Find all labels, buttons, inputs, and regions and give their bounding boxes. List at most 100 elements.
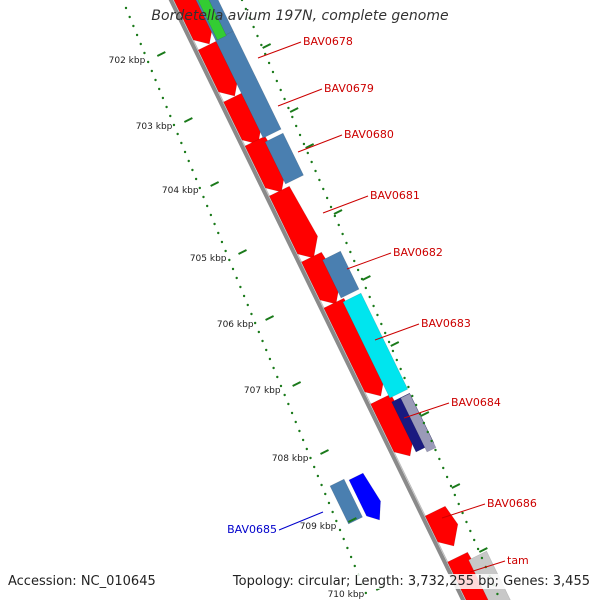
inner-scale-dot [191, 168, 194, 172]
scale-major-tick [183, 117, 193, 123]
scale-label: 704 kbp [162, 186, 199, 196]
outer-scale-dot [252, 25, 255, 29]
outer-scale-dot [438, 457, 441, 461]
inner-scale-dot [143, 51, 146, 55]
outer-scale-dot [283, 97, 286, 101]
inner-scale-dot [158, 87, 161, 91]
outer-scale-dot [329, 205, 333, 209]
outer-scale-dot [449, 484, 453, 488]
outer-scale-dot [267, 61, 271, 65]
outer-major-tick [289, 107, 299, 113]
gene-steelblue-2 [214, 30, 282, 139]
inner-scale-dot [180, 141, 183, 145]
inner-scale-dot [231, 267, 235, 271]
outer-major-tick [262, 43, 272, 49]
outer-scale-dot [411, 394, 414, 398]
inner-scale-dot [139, 42, 142, 46]
inner-scale-dot [353, 564, 356, 568]
inner-scale-dot [224, 249, 227, 253]
outer-scale-dot [364, 286, 368, 290]
inner-scale-dot [213, 222, 216, 226]
inner-scale-dot [349, 555, 353, 559]
outer-scale-dot [457, 502, 460, 506]
gene-leader-line [322, 195, 369, 214]
scale-major-tick [265, 315, 275, 321]
outer-scale-dot [496, 592, 499, 596]
outer-scale-dot [380, 322, 383, 326]
inner-scale-dot [242, 294, 246, 298]
inner-scale-dot [187, 159, 190, 163]
outer-scale-dot [287, 106, 290, 110]
outer-scale-dot [399, 367, 402, 371]
gene-navy-1-highlight [400, 393, 437, 453]
outer-scale-dot [356, 268, 360, 272]
inner-scale-dot [320, 483, 323, 487]
gene-green-1 [197, 0, 227, 41]
gene-leader-line [403, 402, 450, 419]
inner-scale-dot [146, 60, 150, 64]
inner-scale-dot [198, 186, 201, 190]
inner-scale-dot [169, 114, 172, 118]
outer-scale-dot [391, 349, 395, 353]
scale-label: 703 kbp [136, 122, 173, 132]
outer-scale-dot [349, 250, 352, 254]
inner-scale-dot [235, 276, 238, 280]
gene-red-9 [424, 505, 459, 547]
gene-label: BAV0685 [227, 523, 277, 536]
outer-scale-dot [298, 133, 302, 137]
gene-red-4 [244, 135, 286, 193]
gene-leader-line [297, 134, 343, 153]
outer-major-tick [333, 209, 343, 215]
inner-scale-dot [154, 78, 157, 82]
inner-scale-dot [165, 105, 168, 109]
inner-scale-dot [309, 456, 312, 460]
outer-scale-dot [294, 124, 298, 128]
map-title: Bordetella avium 197N, complete genome [151, 8, 449, 24]
inner-scale-dot [327, 501, 331, 505]
outer-scale-dot [445, 475, 449, 479]
outer-scale-dot [291, 115, 294, 119]
inner-scale-dot [172, 123, 176, 127]
inner-scale-dot [279, 384, 283, 388]
inner-scale-dot [161, 96, 165, 100]
inner-scale-dot [338, 528, 342, 532]
outer-scale-dot [271, 70, 275, 74]
gene-label: tam [507, 554, 529, 567]
inner-scale-dot [220, 240, 224, 244]
outer-major-tick [361, 275, 371, 281]
outer-scale-dot [318, 178, 321, 182]
outer-scale-dot [442, 466, 445, 470]
scale-major-tick [238, 249, 247, 255]
gene-leader-line [441, 503, 486, 519]
gene-cyan-1 [342, 292, 409, 399]
outer-scale-dot [353, 259, 356, 263]
inner-scale-dot [261, 339, 264, 343]
gene-label: BAV0680 [344, 128, 394, 141]
gene-label: BAV0684 [451, 396, 501, 409]
outer-scale-dot [434, 448, 437, 452]
inner-scale-dot [331, 510, 334, 514]
scale-label: 705 kbp [190, 254, 227, 264]
inner-scale-dot [301, 438, 305, 442]
outer-scale-dot [368, 295, 371, 299]
gene-red-3 [223, 91, 263, 145]
outer-major-tick [390, 341, 400, 347]
inner-scale-dot [250, 312, 253, 316]
inner-scale-dot [202, 195, 205, 199]
scale-major-tick [292, 381, 302, 387]
topology-text: Topology: circular; Length: 3,732,255 bp… [232, 574, 590, 589]
outer-scale-dot [480, 556, 484, 560]
inner-scale-dot [283, 393, 286, 397]
outer-scale-dot [333, 214, 337, 218]
scale-label: 708 kbp [272, 454, 309, 464]
outer-scale-dot [422, 421, 426, 425]
outer-scale-dot [325, 196, 329, 200]
outer-scale-dot [430, 439, 433, 443]
outer-scale-dot [403, 376, 406, 380]
gene-label: BAV0686 [487, 497, 537, 510]
inner-scale-dot [239, 285, 242, 289]
scale-label: 707 kbp [244, 386, 281, 396]
gene-leader-line [257, 41, 302, 59]
inner-scale-dot [287, 402, 290, 406]
